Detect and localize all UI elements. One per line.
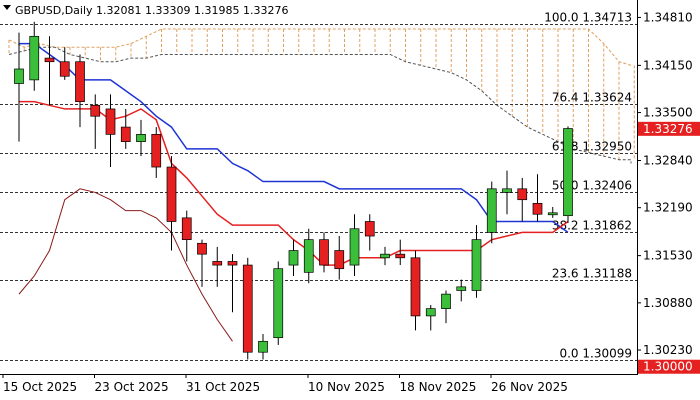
y-tick-label: 1.32840 bbox=[643, 153, 693, 167]
y-tick-label: 1.31530 bbox=[643, 249, 693, 263]
current-price-badge: 1.33276 bbox=[643, 122, 693, 136]
candle-body bbox=[136, 133, 146, 142]
candle-body bbox=[273, 268, 284, 339]
candle-body bbox=[181, 217, 192, 241]
candle-body bbox=[563, 128, 573, 217]
symbol-title: GBPUSD,Daily 1.32081 1.33309 1.31985 1.3… bbox=[15, 4, 289, 17]
candle-body bbox=[120, 126, 131, 142]
candle-body bbox=[166, 166, 177, 222]
x-tick-label: 31 Oct 2025 bbox=[186, 380, 260, 394]
candle-body bbox=[502, 188, 512, 193]
candle-body bbox=[441, 293, 451, 309]
candle-body bbox=[227, 261, 238, 266]
fib-level-label: 23.6 1.31188 bbox=[552, 267, 632, 281]
fib-level-label: 0.0 1.30099 bbox=[559, 347, 632, 361]
axes bbox=[0, 0, 638, 375]
bottom-price-badge: 1.30000 bbox=[643, 360, 693, 374]
senkou-span-b-line bbox=[8, 46, 632, 164]
y-tick-label: 1.32190 bbox=[643, 201, 693, 215]
candle-body bbox=[349, 228, 360, 266]
candle-body bbox=[532, 202, 543, 215]
y-tick-label: 1.34810 bbox=[643, 10, 693, 24]
fib-level-label: 76.4 1.33624 bbox=[552, 91, 632, 105]
candle-body bbox=[319, 239, 329, 266]
y-tick-label: 1.33500 bbox=[643, 106, 693, 120]
x-tick-label: 23 Oct 2025 bbox=[95, 380, 169, 394]
y-tick-label: 1.30880 bbox=[643, 296, 693, 310]
candle-body bbox=[44, 57, 55, 63]
candle-body bbox=[105, 108, 116, 135]
senkou-span-a-line bbox=[8, 28, 632, 66]
candle-body bbox=[334, 250, 345, 270]
candle-body bbox=[242, 264, 253, 353]
candle-body bbox=[456, 286, 467, 291]
candle-body bbox=[410, 257, 421, 317]
candle-body bbox=[75, 61, 85, 103]
x-tick-label: 26 Nov 2025 bbox=[491, 380, 568, 394]
chevron-down-icon[interactable] bbox=[3, 5, 11, 10]
x-tick-label: 15 Oct 2025 bbox=[3, 380, 77, 394]
candle-body bbox=[380, 253, 390, 259]
candle-body bbox=[29, 35, 40, 81]
candle-body bbox=[303, 239, 314, 273]
candle-body bbox=[90, 104, 101, 117]
candle-body bbox=[14, 68, 24, 84]
candlesticks bbox=[14, 21, 573, 360]
candle-body bbox=[288, 250, 299, 266]
kijun-sen-line bbox=[19, 42, 569, 233]
candle-body bbox=[212, 261, 223, 266]
chart-title: GBPUSD,Daily 1.32081 1.33309 1.31985 1.3… bbox=[3, 4, 289, 17]
y-axis-ticks: 1.34810 1.34150 1.33500 1.32840 1.32190 1.315… bbox=[637, 10, 693, 357]
candle-body bbox=[258, 340, 268, 353]
candle-body bbox=[471, 239, 482, 291]
candle-body bbox=[151, 133, 162, 168]
candle-body bbox=[395, 253, 406, 259]
y-tick-label: 1.34150 bbox=[643, 58, 693, 72]
chikou-span-line bbox=[18, 188, 233, 342]
fib-level-label: 100.0 1.34713 bbox=[544, 11, 632, 25]
bottom-price-badge-bg bbox=[638, 359, 700, 374]
candle-body bbox=[547, 212, 558, 216]
x-axis-ticks: 15 Oct 2025 23 Oct 2025 31 Oct 2025 10 Nov … bbox=[2, 374, 568, 394]
candle-body bbox=[425, 308, 436, 317]
candle-body bbox=[59, 61, 70, 77]
x-tick-label: 18 Nov 2025 bbox=[400, 380, 477, 394]
fib-level-label: 38.2 1.31862 bbox=[552, 219, 632, 233]
current-price-badge-bg bbox=[638, 121, 700, 136]
y-tick-label: 1.30230 bbox=[643, 343, 693, 357]
price-badges: 1.33276 1.30000 bbox=[638, 121, 700, 374]
ichimoku-cloud bbox=[8, 28, 635, 164]
candle-body bbox=[364, 221, 375, 237]
x-tick-label: 10 Nov 2025 bbox=[308, 380, 385, 394]
candle-body bbox=[517, 188, 528, 201]
candle-body bbox=[486, 188, 497, 233]
candle-body bbox=[197, 242, 207, 255]
